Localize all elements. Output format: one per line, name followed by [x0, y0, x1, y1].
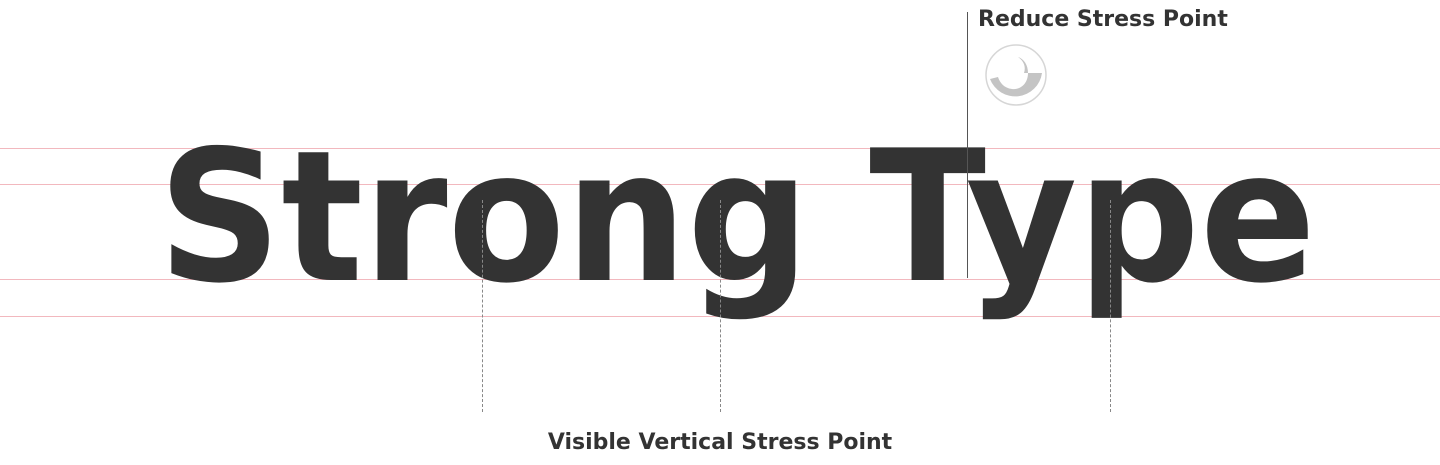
- callout-leader-line: [967, 12, 968, 278]
- ascender-guide-line: [0, 148, 1440, 149]
- headline-text: Strong Type: [158, 120, 1316, 323]
- vertical-stress-label: Visible Vertical Stress Point: [547, 430, 893, 455]
- stress-marker-p: [1110, 200, 1111, 412]
- stress-marker-o: [482, 200, 483, 412]
- x-height-guide-line: [0, 184, 1440, 185]
- stress-marker-g: [720, 200, 721, 412]
- reduce-stress-label: Reduce Stress Point: [978, 7, 1228, 32]
- stress-detail-icon: [985, 44, 1047, 106]
- headline-svg: Strong Type: [158, 120, 1316, 323]
